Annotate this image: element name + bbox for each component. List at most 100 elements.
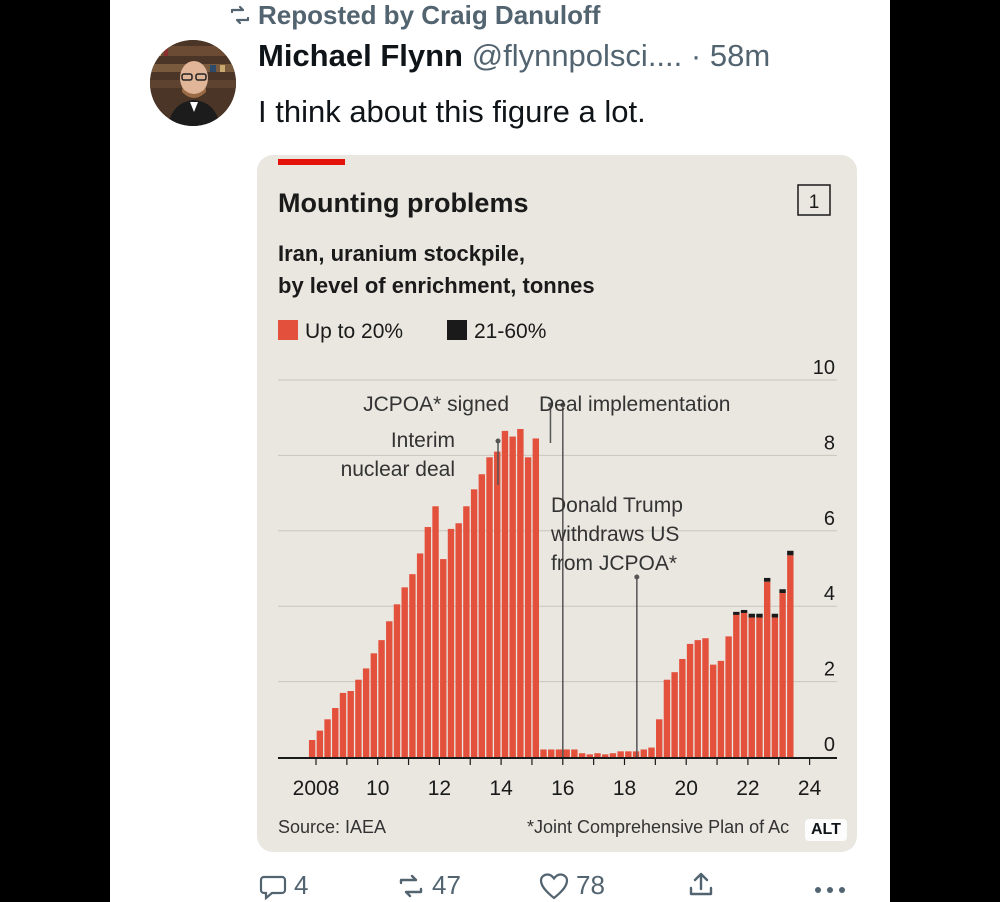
like-count: 78 xyxy=(576,870,605,900)
repost-icon xyxy=(399,874,423,897)
bar-21-60 xyxy=(733,611,740,615)
annotation-interim-2: nuclear deal xyxy=(341,458,455,481)
bar-21-60 xyxy=(779,589,786,594)
bar-up-to-20 xyxy=(625,751,632,757)
annotation-trump-1: Donald Trump xyxy=(551,494,683,517)
chart-subtitle-1: Iran, uranium stockpile, xyxy=(278,241,525,266)
repost-icon xyxy=(230,5,250,25)
post-text: I think about this figure a lot. xyxy=(258,94,646,129)
x-tick-label: 14 xyxy=(489,777,513,800)
bar-up-to-20 xyxy=(524,457,532,757)
annotation-trump-2: withdraws US xyxy=(550,523,679,546)
bar-up-to-20 xyxy=(578,753,586,757)
bar-up-to-20 xyxy=(409,574,416,757)
repost-indicator[interactable]: Reposted by Craig Danuloff xyxy=(228,0,600,30)
bar-up-to-20 xyxy=(771,617,779,757)
action-bar: 4 47 78 xyxy=(258,870,858,902)
bar-up-to-20 xyxy=(717,660,725,757)
y-axis: 0 2 4 6 8 10 xyxy=(813,357,835,756)
bar-up-to-20 xyxy=(656,719,663,757)
bar-up-to-20 xyxy=(648,747,655,757)
bar-up-to-20 xyxy=(362,668,370,757)
bar-up-to-20 xyxy=(640,749,647,757)
bar-up-to-20 xyxy=(763,581,771,757)
y-tick-label: 0 xyxy=(824,734,835,756)
bar-up-to-20 xyxy=(324,719,331,757)
bar-up-to-20 xyxy=(517,429,524,757)
author-line: Michael Flynn @flynnpolsci.... · 58m xyxy=(258,38,770,74)
bar-up-to-20 xyxy=(779,593,786,757)
bar-up-to-20 xyxy=(602,754,609,757)
bar-21-60 xyxy=(763,577,771,582)
x-tick-label: 16 xyxy=(551,777,574,800)
annotations: JCPOA* signed Deal implementation Interi… xyxy=(341,393,730,757)
bar-up-to-20 xyxy=(787,555,794,757)
figure-number: 1 xyxy=(809,192,820,213)
like-button[interactable]: 78 xyxy=(538,870,605,901)
bar-up-to-20 xyxy=(494,451,501,757)
chart-subtitle-2: by level of enrichment, tonnes xyxy=(278,273,595,298)
bar-up-to-20 xyxy=(632,751,640,757)
figure-number-box xyxy=(797,184,831,216)
bar-up-to-20 xyxy=(355,679,362,757)
x-tick-label: 20 xyxy=(675,777,698,800)
bar-up-to-20 xyxy=(540,749,547,757)
bar-up-to-20 xyxy=(339,692,347,757)
bar-up-to-20 xyxy=(679,658,686,757)
share-button[interactable] xyxy=(686,870,722,900)
bar-up-to-20 xyxy=(470,489,478,757)
bar-up-to-20 xyxy=(486,457,493,757)
bar-up-to-20 xyxy=(509,436,516,757)
bar-up-to-20 xyxy=(702,638,709,757)
y-tick-label: 4 xyxy=(824,583,835,605)
bar-up-to-20 xyxy=(455,523,462,757)
bar-up-to-20 xyxy=(440,559,447,757)
author-handle[interactable]: @flynnpolsci.... xyxy=(471,38,683,73)
bar-up-to-20 xyxy=(532,438,540,757)
repost-button[interactable]: 47 xyxy=(396,870,461,901)
bar-up-to-20 xyxy=(416,553,424,757)
alt-badge[interactable]: ALT xyxy=(805,819,847,841)
y-tick-label: 8 xyxy=(824,432,835,454)
bar-up-to-20 xyxy=(370,653,378,757)
legend-swatch-21-60 xyxy=(447,320,467,340)
more-button[interactable] xyxy=(810,870,856,900)
y-tick-label: 2 xyxy=(824,659,835,681)
reply-count: 4 xyxy=(294,870,309,900)
bar-up-to-20 xyxy=(586,754,593,757)
chart-title: Mounting problems xyxy=(278,188,528,218)
bar-up-to-20 xyxy=(555,749,563,757)
bar-up-to-20 xyxy=(694,640,701,757)
bar-up-to-20 xyxy=(393,604,401,757)
bar-21-60 xyxy=(740,609,748,613)
bar-up-to-20 xyxy=(548,749,555,757)
annotation-jcpoa-signed: JCPOA* signed xyxy=(363,393,509,416)
bar-up-to-20 xyxy=(316,730,324,757)
figure-card[interactable]: Mounting problems 1 Iran, uranium stockp… xyxy=(257,155,857,852)
y-tick-label: 6 xyxy=(824,508,835,530)
bar-up-to-20 xyxy=(571,749,578,757)
bar-up-to-20 xyxy=(447,528,455,757)
bar-up-to-20 xyxy=(686,643,694,757)
x-axis: 2008 10 12 14 16 18 20 22 24 xyxy=(278,757,837,800)
y-tick-label: 10 xyxy=(813,357,835,379)
reply-button[interactable]: 4 xyxy=(258,870,308,901)
avatar[interactable] xyxy=(150,40,236,126)
accent-bar xyxy=(278,159,345,165)
legend-label-21-60: 21-60% xyxy=(474,320,546,343)
bar-up-to-20 xyxy=(401,587,408,757)
post[interactable]: Reposted by Craig Danuloff Michael Flynn… xyxy=(110,0,890,902)
bar-up-to-20 xyxy=(740,611,748,757)
bar-up-to-20 xyxy=(617,751,624,757)
post-time[interactable]: · 58m xyxy=(690,38,771,73)
author-name[interactable]: Michael Flynn xyxy=(258,38,463,73)
repost-count: 47 xyxy=(432,870,461,900)
bar-up-to-20 xyxy=(709,664,717,757)
bar-up-to-20 xyxy=(386,621,393,757)
bar-up-to-20 xyxy=(501,430,509,757)
bars xyxy=(308,429,794,757)
bar-up-to-20 xyxy=(563,749,570,757)
bar-up-to-20 xyxy=(432,506,439,757)
bar-up-to-20 xyxy=(663,679,671,757)
repost-label: Reposted by Craig Danuloff xyxy=(258,0,601,30)
